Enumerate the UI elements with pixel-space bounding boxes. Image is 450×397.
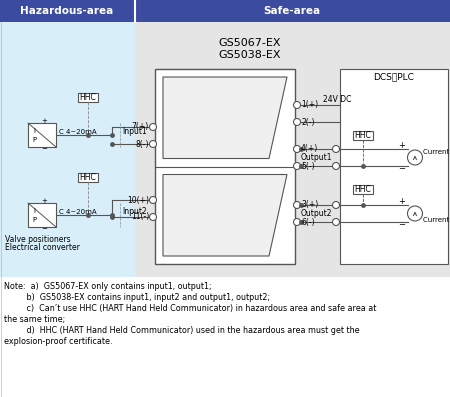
- Text: d)  HHC (HART Hand Held Communicator) used in the hazardous area must get the: d) HHC (HART Hand Held Communicator) use…: [4, 326, 360, 335]
- Text: P: P: [32, 217, 36, 223]
- Text: Output1: Output1: [301, 153, 333, 162]
- Text: Note:  a)  GS5067-EX only contains input1, output1;: Note: a) GS5067-EX only contains input1,…: [4, 282, 212, 291]
- Bar: [0, 22, 135, 277]
- Text: Input1: Input1: [122, 127, 147, 137]
- Text: the same time;: the same time;: [4, 315, 65, 324]
- Circle shape: [149, 141, 157, 148]
- Text: 1(+): 1(+): [301, 100, 318, 110]
- Text: HHC: HHC: [80, 173, 96, 181]
- Bar: [28, 203, 56, 227]
- Text: HHC: HHC: [355, 131, 371, 139]
- Text: −: −: [41, 146, 47, 152]
- Circle shape: [408, 150, 423, 165]
- Text: 24V DC: 24V DC: [323, 96, 351, 104]
- Text: Input2: Input2: [122, 208, 147, 216]
- Circle shape: [149, 123, 157, 131]
- Bar: [155, 69, 295, 264]
- Text: 3(+): 3(+): [301, 200, 318, 210]
- Bar: [135, 22, 450, 277]
- Circle shape: [333, 202, 339, 208]
- Circle shape: [333, 218, 339, 225]
- Text: Hazardous-area: Hazardous-area: [20, 6, 113, 16]
- Text: 11(-): 11(-): [131, 212, 149, 222]
- Text: 5(-): 5(-): [301, 162, 315, 170]
- Text: +: +: [41, 118, 47, 124]
- Text: b)  GS5038-EX contains input1, input2 and output1, output2;: b) GS5038-EX contains input1, input2 and…: [4, 293, 270, 302]
- Polygon shape: [163, 77, 287, 158]
- Circle shape: [149, 214, 157, 220]
- Text: 2(-): 2(-): [301, 118, 315, 127]
- Text: C 4~20mA: C 4~20mA: [59, 129, 97, 135]
- Text: Current source: Current source: [423, 150, 450, 156]
- Text: Output2: Output2: [301, 209, 333, 218]
- Text: HHC: HHC: [80, 93, 96, 102]
- Text: Valve positioners: Valve positioners: [5, 235, 71, 243]
- Bar: [353, 131, 373, 139]
- Text: DCS，PLC: DCS，PLC: [374, 73, 414, 81]
- Text: Safe-area: Safe-area: [263, 6, 320, 16]
- Text: explosion-proof certificate.: explosion-proof certificate.: [4, 337, 112, 346]
- Circle shape: [293, 118, 301, 125]
- Text: GS5038-EX: GS5038-EX: [218, 50, 280, 60]
- Text: Electrical converter: Electrical converter: [5, 243, 80, 252]
- Text: −: −: [398, 164, 405, 173]
- Text: C 4~20mA: C 4~20mA: [59, 209, 97, 215]
- Bar: [78, 173, 98, 181]
- Text: Current source: Current source: [423, 216, 450, 222]
- Circle shape: [293, 162, 301, 170]
- Circle shape: [293, 202, 301, 208]
- Bar: [353, 185, 373, 193]
- Text: HHC: HHC: [355, 185, 371, 193]
- Text: I: I: [33, 208, 35, 214]
- Bar: [340, 69, 448, 264]
- Text: +: +: [41, 198, 47, 204]
- Bar: [135, 0, 450, 22]
- Text: 7(+): 7(+): [132, 123, 149, 131]
- Text: I: I: [33, 128, 35, 134]
- Circle shape: [293, 218, 301, 225]
- Circle shape: [333, 162, 339, 170]
- Circle shape: [293, 145, 301, 152]
- Circle shape: [149, 197, 157, 204]
- Text: −: −: [41, 226, 47, 232]
- Text: −: −: [398, 220, 405, 229]
- Circle shape: [333, 145, 339, 152]
- Bar: [78, 93, 98, 102]
- Polygon shape: [163, 175, 287, 256]
- Text: 6(-): 6(-): [301, 218, 315, 227]
- Text: GS5067-EX: GS5067-EX: [218, 38, 280, 48]
- Bar: [28, 123, 56, 147]
- Circle shape: [408, 206, 423, 221]
- Text: +: +: [398, 197, 405, 206]
- Text: 8(-): 8(-): [135, 139, 149, 148]
- Circle shape: [293, 102, 301, 108]
- Text: c)  Can’t use HHC (HART Hand Held Communicator) in hazardous area and safe area : c) Can’t use HHC (HART Hand Held Communi…: [4, 304, 376, 313]
- Text: 4(+): 4(+): [301, 145, 318, 154]
- Text: P: P: [32, 137, 36, 143]
- Bar: [0, 0, 135, 22]
- Text: +: +: [398, 141, 405, 150]
- Text: 10(+): 10(+): [127, 195, 149, 204]
